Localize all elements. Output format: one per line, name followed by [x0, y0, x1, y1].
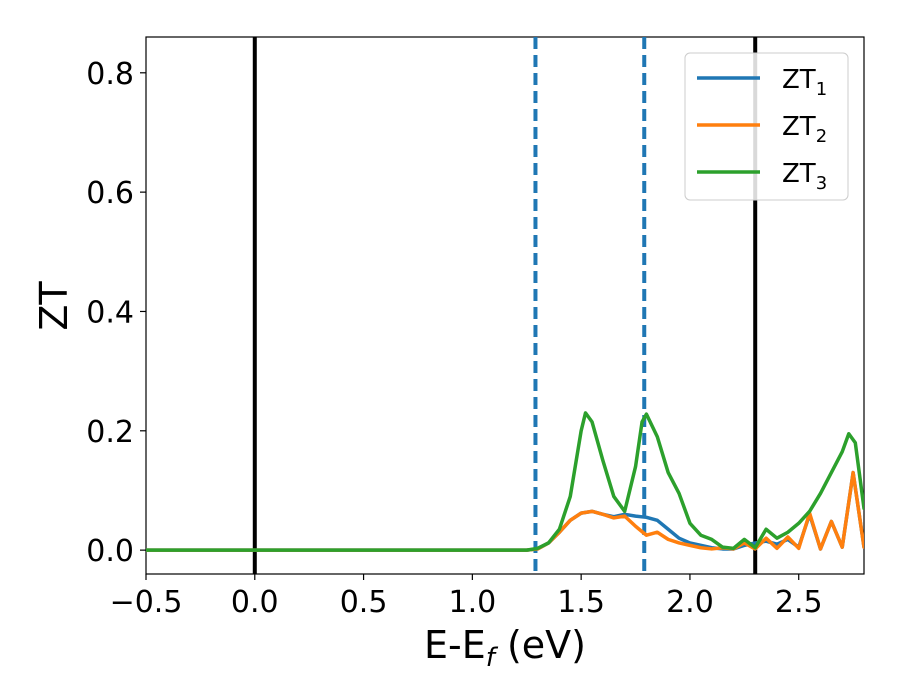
x-axis-ticks: −0.5 0.0 0.5 1.0 1.5 2.0 2.5: [110, 574, 823, 620]
x-axis-label-unit: (eV): [495, 623, 586, 667]
x-axis-label-main: E-E: [424, 623, 486, 667]
series-line-zt3: [146, 411, 864, 552]
x-tick-label: 1.5: [557, 585, 605, 620]
plot-frame: [145, 36, 865, 575]
series-lines: [146, 411, 864, 552]
x-tick-label: 0.0: [231, 585, 279, 620]
y-tick-label: 0.4: [86, 295, 134, 330]
y-tick-label: 0.6: [86, 176, 134, 211]
x-tick-label: 2.5: [775, 585, 823, 620]
series-line-zt2: [146, 470, 864, 552]
legend-box: [684, 52, 849, 201]
x-tick-label: −0.5: [110, 585, 183, 620]
y-tick-label: 0.8: [86, 57, 134, 92]
y-tick-label: 0.2: [86, 415, 134, 450]
legend: ZT1 ZT2 ZT3: [684, 52, 849, 201]
x-tick-label: 0.5: [340, 585, 388, 620]
y-axis-label: ZT: [32, 281, 76, 331]
x-axis-label: E-Ef (eV): [424, 623, 586, 673]
x-tick-label: 2.0: [666, 585, 714, 620]
x-tick-label: 1.0: [449, 585, 497, 620]
y-tick-label: 0.0: [86, 534, 134, 569]
legend-items: ZT1 ZT2 ZT3: [697, 65, 827, 194]
legend-label-zt1: ZT1: [782, 65, 827, 100]
legend-label-zt2: ZT2: [782, 112, 827, 147]
legend-label-zt3: ZT3: [782, 159, 827, 194]
y-axis-ticks: 0.0 0.2 0.4 0.6 0.8: [86, 57, 146, 569]
